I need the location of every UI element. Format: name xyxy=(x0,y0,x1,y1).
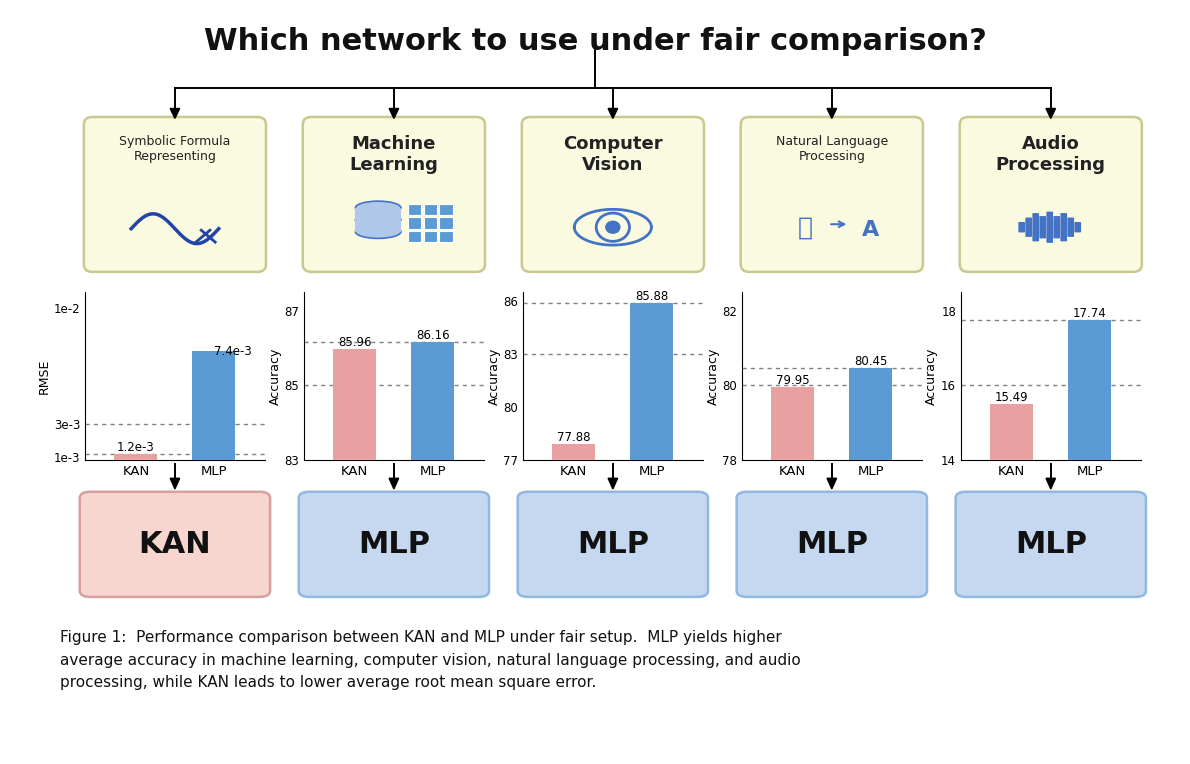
FancyBboxPatch shape xyxy=(1039,216,1046,238)
FancyBboxPatch shape xyxy=(1067,218,1075,237)
FancyBboxPatch shape xyxy=(408,204,421,215)
FancyBboxPatch shape xyxy=(356,208,401,231)
Text: Natural Language
Processing: Natural Language Processing xyxy=(776,134,888,163)
Bar xyxy=(631,303,674,764)
FancyBboxPatch shape xyxy=(408,217,421,228)
FancyBboxPatch shape xyxy=(959,117,1142,272)
Bar xyxy=(412,342,455,764)
FancyBboxPatch shape xyxy=(439,204,453,215)
Text: 7.4e-3: 7.4e-3 xyxy=(214,345,252,358)
FancyBboxPatch shape xyxy=(1075,222,1081,232)
Text: MLP: MLP xyxy=(577,530,649,558)
Bar xyxy=(114,454,157,474)
Text: Machine
Learning: Machine Learning xyxy=(350,134,438,173)
FancyBboxPatch shape xyxy=(83,117,267,272)
FancyBboxPatch shape xyxy=(521,117,704,272)
Text: 85.88: 85.88 xyxy=(635,290,669,303)
FancyBboxPatch shape xyxy=(1046,212,1053,243)
Text: 17.74: 17.74 xyxy=(1073,307,1107,320)
FancyBboxPatch shape xyxy=(1053,216,1060,238)
Bar xyxy=(552,445,595,764)
FancyBboxPatch shape xyxy=(1060,213,1067,241)
Text: 85.96: 85.96 xyxy=(338,336,371,349)
Text: Computer
Vision: Computer Vision xyxy=(563,134,663,173)
FancyBboxPatch shape xyxy=(424,231,437,242)
Text: MLP: MLP xyxy=(796,530,868,558)
Ellipse shape xyxy=(356,213,401,226)
Bar xyxy=(333,349,376,764)
Bar xyxy=(193,351,236,474)
Text: Symbolic Formula
Representing: Symbolic Formula Representing xyxy=(119,134,231,163)
Text: MLP: MLP xyxy=(1015,530,1086,558)
Text: KAN: KAN xyxy=(138,530,212,558)
Ellipse shape xyxy=(356,225,401,238)
Text: 文: 文 xyxy=(798,215,813,239)
FancyBboxPatch shape xyxy=(302,117,486,272)
FancyBboxPatch shape xyxy=(1019,222,1025,232)
FancyBboxPatch shape xyxy=(1033,213,1039,241)
Text: 1.2e-3: 1.2e-3 xyxy=(117,441,155,454)
Bar xyxy=(771,387,814,764)
Text: 77.88: 77.88 xyxy=(557,432,590,445)
Text: A: A xyxy=(862,220,879,240)
Text: Audio
Processing: Audio Processing xyxy=(996,134,1106,173)
Y-axis label: Accuracy: Accuracy xyxy=(269,347,282,405)
Y-axis label: Accuracy: Accuracy xyxy=(488,347,501,405)
Y-axis label: Accuracy: Accuracy xyxy=(707,347,720,405)
FancyBboxPatch shape xyxy=(737,492,927,597)
Text: 80.45: 80.45 xyxy=(854,355,888,368)
Text: Which network to use under fair comparison?: Which network to use under fair comparis… xyxy=(203,27,987,56)
Text: 15.49: 15.49 xyxy=(995,391,1028,404)
FancyBboxPatch shape xyxy=(439,217,453,228)
Bar xyxy=(850,368,892,764)
Text: Figure 1:  Performance comparison between KAN and MLP under fair setup.  MLP yie: Figure 1: Performance comparison between… xyxy=(60,630,800,690)
Text: 79.95: 79.95 xyxy=(776,374,809,387)
FancyBboxPatch shape xyxy=(1026,218,1032,237)
FancyBboxPatch shape xyxy=(424,217,437,228)
Y-axis label: RMSE: RMSE xyxy=(38,358,51,393)
FancyBboxPatch shape xyxy=(80,492,270,597)
Bar xyxy=(1069,320,1111,764)
Circle shape xyxy=(606,222,620,233)
Text: MLP: MLP xyxy=(358,530,430,558)
FancyBboxPatch shape xyxy=(439,231,453,242)
FancyBboxPatch shape xyxy=(299,492,489,597)
FancyBboxPatch shape xyxy=(740,117,923,272)
Ellipse shape xyxy=(356,201,401,215)
FancyBboxPatch shape xyxy=(956,492,1146,597)
Y-axis label: Accuracy: Accuracy xyxy=(926,347,939,405)
Text: 86.16: 86.16 xyxy=(416,329,450,342)
FancyBboxPatch shape xyxy=(424,204,437,215)
FancyBboxPatch shape xyxy=(408,231,421,242)
FancyBboxPatch shape xyxy=(518,492,708,597)
Bar xyxy=(990,404,1033,764)
